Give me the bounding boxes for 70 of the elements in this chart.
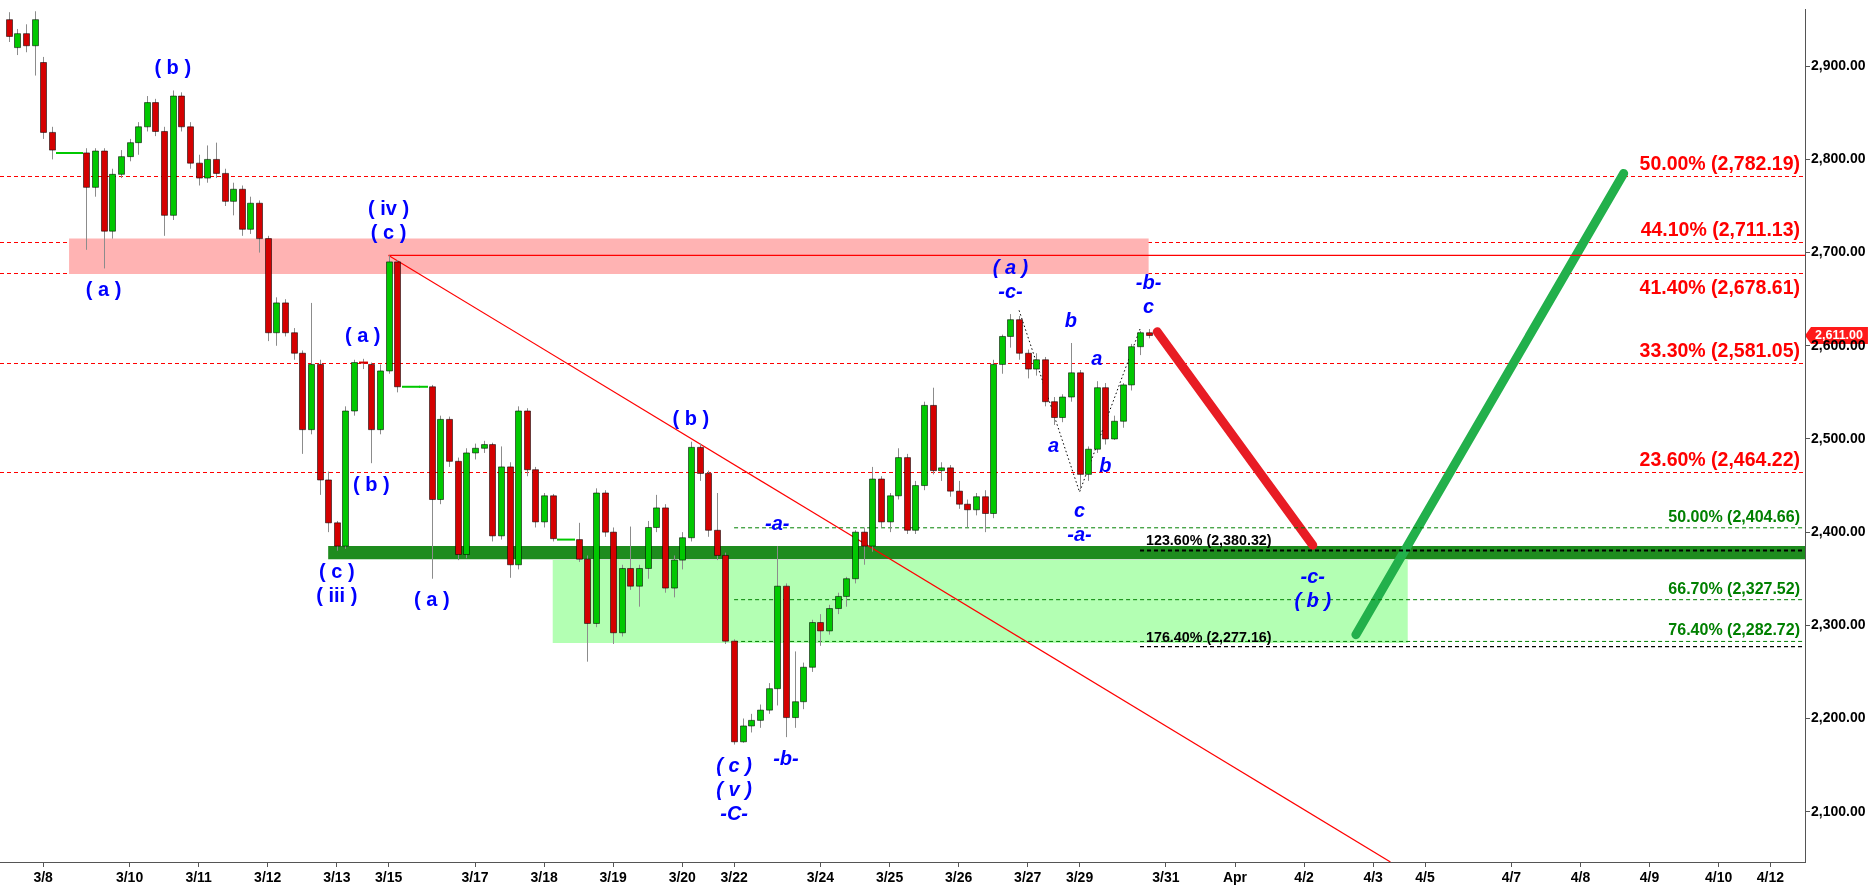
x-tick-label: 3/26 [945, 869, 973, 886]
annotation: ( a ) [414, 588, 450, 611]
annotation: ( v ) [716, 778, 753, 801]
annotation: ( iii ) [316, 584, 358, 607]
x-tick-label: 3/8 [33, 869, 54, 886]
x-tick-label: 3/29 [1065, 869, 1094, 886]
x-tick-label: 4/12 [1756, 869, 1785, 886]
x-tick-label: 3/15 [375, 869, 403, 886]
annotation: -c- [1300, 564, 1326, 587]
annotation: -C- [720, 802, 749, 825]
y-tick-label: 2,300.00 [1811, 616, 1866, 633]
x-tick-label: 4/2 [1294, 869, 1315, 886]
annotation: ( a ) [85, 277, 122, 300]
y-tick-label: 2,100.00 [1811, 802, 1866, 819]
annotation: c [1143, 294, 1155, 317]
series-label: 176.40% (2,277.16) [1146, 628, 1272, 645]
annotation: -b- [1135, 270, 1162, 293]
ref-line-label: 33.30% (2,581.05) [1639, 339, 1800, 362]
annotation: ( b ) [353, 472, 390, 495]
ref-line-label: 23.60% (2,464.22) [1639, 448, 1800, 471]
x-tick-label: 3/17 [461, 869, 489, 886]
annotation: ( c ) [319, 560, 355, 583]
x-tick-label: 3/19 [599, 869, 628, 886]
x-tick-label: 3/10 [115, 869, 144, 886]
x-tick-label: 4/10 [1705, 869, 1733, 886]
annotation: ( c ) [716, 754, 753, 777]
x-tick-label: 3/11 [185, 869, 213, 886]
ref-line-label: 44.10% (2,711.13) [1640, 218, 1800, 241]
x-tick-label: 3/18 [530, 869, 558, 886]
x-tick-label: 4/7 [1501, 869, 1522, 886]
annotation: b [1064, 308, 1078, 331]
x-tick-label: 3/22 [720, 869, 748, 886]
ref-line-label: 50.00% (2,782.19) [1639, 152, 1800, 175]
series-label: 66.70% (2,327.52) [1668, 579, 1800, 597]
ref-line-label: 41.40% (2,678.61) [1639, 275, 1800, 298]
series-label: 76.40% (2,282.72) [1668, 621, 1800, 639]
x-tick-label: 3/25 [875, 869, 904, 886]
x-tick-label: 3/31 [1152, 869, 1180, 886]
x-tick-label: Apr [1222, 869, 1248, 886]
annotation: ( c ) [370, 220, 407, 243]
series-label: 123.60% (2,380.32) [1146, 532, 1272, 549]
x-tick-label: 3/13 [323, 869, 351, 886]
series-label: 50.00% (2,404.66) [1668, 507, 1800, 525]
annotation: -a- [1067, 522, 1093, 545]
annotation: a [1048, 434, 1060, 457]
x-tick-label: 4/3 [1363, 869, 1384, 886]
x-tick-label: 4/5 [1415, 869, 1435, 886]
annotation: b [1099, 454, 1112, 477]
annotation: ( b ) [1294, 588, 1332, 611]
y-tick-label: 2,400.00 [1811, 523, 1866, 539]
x-tick-label: 3/27 [1014, 869, 1042, 886]
annotation: -b- [773, 746, 800, 769]
x-tick-label: 3/24 [806, 869, 835, 886]
y-tick-label: 2,200.00 [1811, 709, 1866, 726]
annotation: ( b ) [672, 407, 710, 430]
annotation: ( iv ) [368, 196, 410, 219]
annotation: c [1073, 498, 1086, 521]
annotation: -c- [998, 279, 1024, 302]
y-tick-label: 2,700.00 [1811, 243, 1866, 260]
annotation: ( b ) [154, 55, 192, 78]
annotation: -a- [765, 511, 790, 534]
y-tick-label: 2,900.00 [1811, 57, 1866, 74]
x-tick-label: 4/8 [1570, 869, 1591, 886]
x-tick-label: 3/20 [668, 869, 697, 886]
x-tick-label: 4/9 [1639, 869, 1660, 886]
x-tick-label: 3/12 [254, 869, 282, 886]
annotation: ( a ) [992, 255, 1029, 278]
y-tick-label: 2,500.00 [1811, 429, 1866, 446]
y-tick-label: 2,800.00 [1811, 150, 1866, 167]
annotation: ( a ) [344, 324, 381, 347]
